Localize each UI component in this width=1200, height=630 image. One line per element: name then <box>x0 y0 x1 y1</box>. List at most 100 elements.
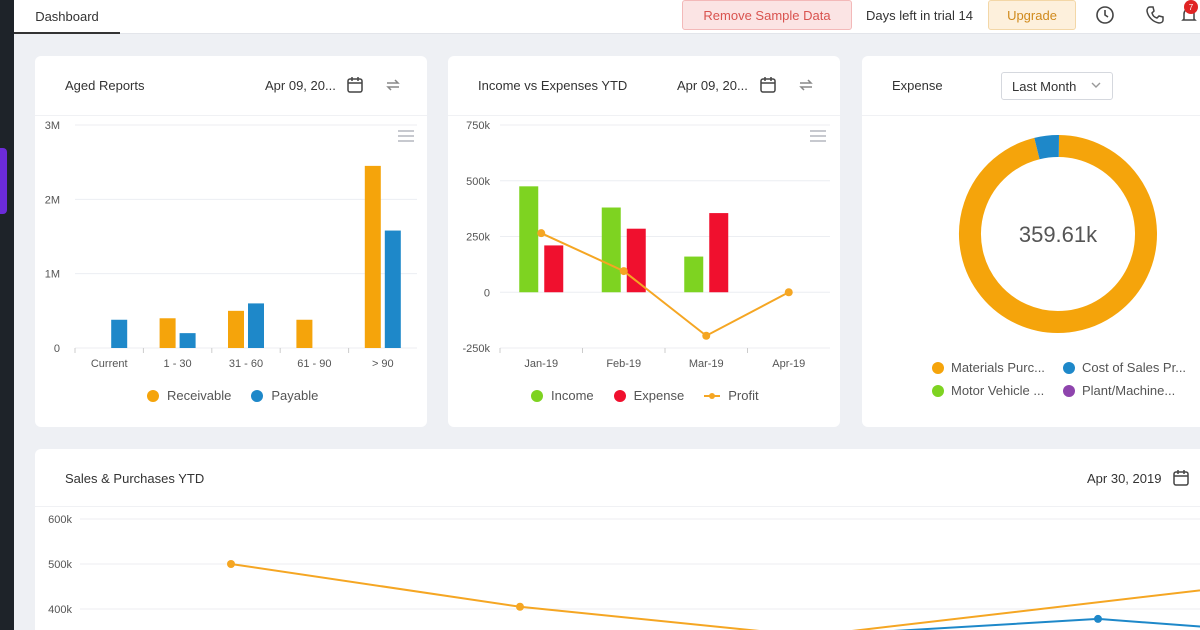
left-rail <box>0 0 14 630</box>
bar-income <box>601 207 621 293</box>
card-header: Aged Reports Apr 09, 20... <box>35 56 427 116</box>
bar-expense <box>626 228 646 293</box>
profit-point <box>619 267 628 276</box>
tab-dashboard[interactable]: Dashboard <box>14 0 120 34</box>
sales-purchases-chart: 400k 500k 600k <box>48 514 1200 630</box>
donut-slice <box>959 135 1157 333</box>
y-tick-label: -250k <box>462 343 490 355</box>
legend-label: Plant/Machine... <box>1082 383 1176 398</box>
phone-icon[interactable] <box>1144 4 1166 26</box>
legend-dot <box>251 389 264 402</box>
expense-card: Expense Last Month 359.61k Materials Pur… <box>862 56 1200 427</box>
clock-icon[interactable] <box>1094 4 1116 26</box>
y-tick-label: 600k <box>48 514 72 526</box>
legend-label: Receivable <box>167 388 232 403</box>
expense-legend: Materials Purc... Cost of Sales Pr... Mo… <box>932 360 1194 406</box>
legend-label: Income <box>551 388 594 403</box>
series-line-0 <box>230 563 1200 630</box>
y-tick-label: 500k <box>48 559 72 571</box>
bar-payable <box>248 303 264 348</box>
calendar-icon[interactable] <box>345 75 365 95</box>
legend-label: Profit <box>728 388 759 403</box>
remove-sample-data-button[interactable]: Remove Sample Data <box>682 0 852 30</box>
x-tick-label: > 90 <box>372 358 394 370</box>
y-tick-label: 3M <box>45 120 60 132</box>
aged-reports-card: Aged Reports Apr 09, 20... 0 1M 2M 3M Curren… <box>35 56 427 427</box>
top-bar: Dashboard Remove Sample Data Days left i… <box>14 0 1200 34</box>
legend-line-marker <box>704 392 721 399</box>
profit-point <box>702 331 711 340</box>
refresh-icon[interactable] <box>383 75 403 95</box>
chart-menu-icon[interactable] <box>810 130 826 142</box>
x-tick-label: Feb-19 <box>606 358 641 370</box>
y-tick-label: 0 <box>484 287 490 299</box>
dropdown-value: Last Month <box>1012 78 1077 94</box>
x-tick-label: 31 - 60 <box>229 358 263 370</box>
legend-item-plant-machinery[interactable]: Plant/Machine... <box>1063 383 1194 398</box>
card-title: Expense <box>892 78 943 93</box>
profit-line <box>540 232 790 337</box>
y-tick-label: 500k <box>466 176 490 188</box>
calendar-icon[interactable] <box>758 75 778 95</box>
legend-item-cost-of-sales[interactable]: Cost of Sales Pr... <box>1063 360 1194 375</box>
income-expenses-chart: -250k 0 250k 500k 750k Jan-19 Feb-19 Mar-19 Apr-… <box>462 120 830 370</box>
bar-payable <box>179 333 196 348</box>
legend-dot <box>613 389 626 402</box>
date-label: Apr 30, 2019 <box>1087 471 1162 486</box>
legend-label: Expense <box>633 388 685 403</box>
legend-item-payable[interactable]: Payable <box>251 388 318 403</box>
bar-expense <box>709 213 729 293</box>
sales-purchases-card: Sales & Purchases YTD Apr 30, 2019 400k 5… <box>35 449 1200 630</box>
legend-item-receivable[interactable]: Receivable <box>147 388 231 403</box>
bar-income <box>684 256 704 293</box>
chart-menu-icon[interactable] <box>398 130 414 142</box>
card-header: Sales & Purchases YTD Apr 30, 2019 <box>35 449 1200 507</box>
x-tick-label: 61 - 90 <box>297 358 331 370</box>
bar-payable <box>384 230 401 348</box>
date-label: Apr 09, 20... <box>677 78 748 93</box>
donut-center-total: 359.61k <box>1019 222 1098 247</box>
bar-receivable <box>364 165 381 348</box>
y-tick-label: 400k <box>48 604 72 616</box>
legend-item-motor-vehicle[interactable]: Motor Vehicle ... <box>932 383 1063 398</box>
upgrade-button[interactable]: Upgrade <box>988 0 1076 30</box>
legend-dot <box>147 389 159 402</box>
legend-dot <box>932 361 944 374</box>
series-point <box>1094 614 1102 623</box>
series-point <box>227 560 235 568</box>
series-point <box>516 602 524 611</box>
legend-label: Payable <box>271 388 319 403</box>
x-tick-label: Mar-19 <box>689 358 724 370</box>
x-tick-label: Jan-19 <box>524 358 558 370</box>
legend-label: Motor Vehicle ... <box>951 383 1045 398</box>
bar-expense <box>544 245 564 293</box>
donut-slice <box>1034 135 1060 160</box>
nav-active-indicator <box>0 148 7 214</box>
legend-item-materials[interactable]: Materials Purc... <box>932 360 1063 375</box>
calendar-icon[interactable] <box>1171 468 1191 488</box>
card-title: Income vs Expenses YTD <box>478 78 628 93</box>
legend-label: Materials Purc... <box>951 360 1045 375</box>
notification-badge: 7 <box>1184 0 1198 14</box>
refresh-icon[interactable] <box>796 75 816 95</box>
chevron-down-icon <box>1090 79 1102 94</box>
x-tick-label: Apr-19 <box>772 358 805 370</box>
card-header: Income vs Expenses YTD Apr 09, 20... <box>448 56 840 116</box>
bar-income <box>519 186 539 293</box>
period-dropdown[interactable]: Last Month <box>1001 72 1113 100</box>
x-tick-label: 1 - 30 <box>164 358 192 370</box>
legend-dot <box>1063 361 1075 374</box>
legend-item-expense[interactable]: Expense <box>613 388 685 403</box>
bar-receivable <box>228 310 244 348</box>
x-tick-label: Current <box>91 358 128 370</box>
y-tick-label: 250k <box>466 232 490 244</box>
aged-legend: Receivable Payable <box>147 388 338 403</box>
legend-item-profit[interactable]: Profit <box>704 388 759 403</box>
y-tick-label: 1M <box>45 269 60 281</box>
card-title: Aged Reports <box>65 78 145 93</box>
trial-days-text: Days left in trial 14 <box>866 7 973 23</box>
legend-dot <box>932 384 944 397</box>
y-tick-label: 0 <box>54 343 60 355</box>
date-label: Apr 09, 20... <box>265 78 336 93</box>
legend-item-income[interactable]: Income <box>531 388 594 403</box>
